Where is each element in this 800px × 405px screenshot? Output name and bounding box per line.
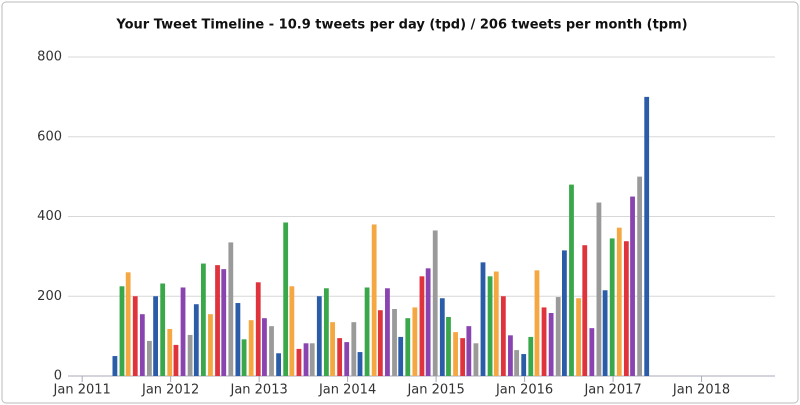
bar xyxy=(296,348,302,376)
bar xyxy=(453,332,458,376)
bar xyxy=(419,276,425,376)
bar xyxy=(446,316,451,376)
y-tick-label: 0 xyxy=(54,369,62,384)
chart-title: Your Tweet Timeline - 10.9 tweets per da… xyxy=(115,18,687,33)
bar xyxy=(541,307,547,376)
bar xyxy=(392,309,397,376)
bar xyxy=(283,222,289,376)
bar xyxy=(193,304,199,376)
bar xyxy=(589,328,595,376)
bar xyxy=(500,296,506,376)
bar xyxy=(528,336,534,376)
bar xyxy=(269,326,274,376)
bar xyxy=(514,350,520,376)
bar xyxy=(623,241,629,376)
bar xyxy=(405,318,411,376)
bar xyxy=(432,230,438,376)
bar xyxy=(534,270,540,376)
bar xyxy=(119,286,125,376)
bar xyxy=(160,283,166,376)
y-tick-label: 200 xyxy=(37,289,62,304)
bar xyxy=(596,202,602,376)
bar xyxy=(576,298,581,376)
x-tick-label: Jan 2017 xyxy=(583,383,641,398)
bar xyxy=(323,288,329,376)
bar xyxy=(439,298,445,376)
bar xyxy=(508,335,513,376)
bar xyxy=(221,269,227,376)
bar xyxy=(262,318,267,376)
bar xyxy=(521,354,527,376)
bar xyxy=(548,312,554,376)
bar xyxy=(480,262,486,376)
bar xyxy=(228,242,234,376)
bar xyxy=(208,314,213,376)
x-tick-label: Jan 2013 xyxy=(229,383,287,398)
bar xyxy=(125,272,131,376)
x-tick-label: Jan 2015 xyxy=(406,383,464,398)
bar xyxy=(569,184,574,376)
bar xyxy=(200,263,206,376)
bar xyxy=(385,288,390,376)
bar xyxy=(487,276,493,376)
bar xyxy=(255,282,261,376)
bar xyxy=(609,238,615,376)
bar xyxy=(460,338,466,376)
bar xyxy=(173,344,179,376)
bar xyxy=(377,310,383,376)
bar xyxy=(187,334,193,376)
bar xyxy=(139,314,145,376)
bar xyxy=(357,352,363,376)
bar xyxy=(616,227,622,376)
bar xyxy=(330,322,335,376)
bar xyxy=(112,356,118,376)
bar xyxy=(344,342,350,376)
bar xyxy=(167,328,173,376)
bar xyxy=(582,245,588,376)
bar xyxy=(215,265,220,376)
x-tick-label: Jan 2014 xyxy=(318,383,376,398)
bar xyxy=(562,250,567,376)
x-tick-label: Jan 2011 xyxy=(53,383,111,398)
bar xyxy=(412,307,418,376)
bar xyxy=(316,296,322,376)
bar xyxy=(248,320,254,376)
bar xyxy=(276,353,281,376)
bar xyxy=(493,271,499,376)
x-tick-label: Jan 2016 xyxy=(495,383,553,398)
x-tick-label: Jan 2018 xyxy=(672,383,730,398)
bar xyxy=(351,322,357,376)
bar xyxy=(147,340,152,376)
bar xyxy=(425,268,431,376)
bar xyxy=(303,343,309,376)
bar xyxy=(337,338,343,376)
bar xyxy=(180,287,186,376)
y-tick-label: 400 xyxy=(37,209,62,224)
bar xyxy=(637,176,643,376)
bar xyxy=(241,339,247,376)
y-tick-label: 800 xyxy=(37,50,62,65)
bar xyxy=(364,287,370,376)
bar xyxy=(235,303,241,376)
y-tick-label: 600 xyxy=(37,129,62,144)
bar xyxy=(644,96,650,376)
bar xyxy=(555,297,561,376)
bar xyxy=(132,296,138,376)
bar xyxy=(466,326,472,376)
bar xyxy=(371,224,377,376)
bar xyxy=(309,343,315,376)
bar xyxy=(630,196,635,376)
bar xyxy=(398,336,404,376)
bar xyxy=(289,286,295,376)
bar xyxy=(473,343,479,376)
x-tick-label: Jan 2012 xyxy=(141,383,199,398)
bar xyxy=(602,290,608,376)
bar xyxy=(153,296,159,376)
